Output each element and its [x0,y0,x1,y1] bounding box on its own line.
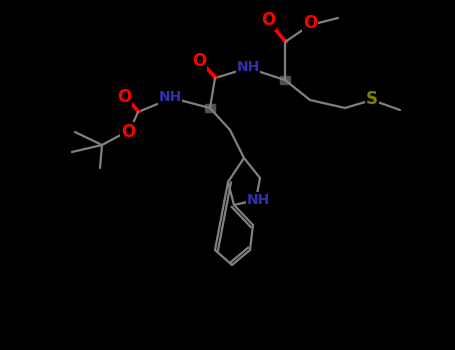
Text: O: O [121,125,135,140]
Text: S: S [366,90,378,108]
Text: O: O [192,54,206,69]
Text: O: O [261,11,275,29]
Text: NH: NH [246,193,270,207]
Polygon shape [280,76,290,84]
Polygon shape [205,104,215,112]
Text: O: O [121,123,135,141]
Text: O: O [262,13,274,28]
Text: S: S [366,90,378,108]
Text: O: O [192,52,206,70]
Text: NH: NH [237,60,260,74]
Text: NH: NH [237,60,260,74]
Text: O: O [303,14,317,32]
Text: NH: NH [246,193,270,207]
Text: O: O [117,88,131,106]
Text: NH: NH [158,90,182,104]
Text: NH: NH [158,90,182,104]
Text: O: O [303,15,317,30]
Text: O: O [117,90,131,105]
